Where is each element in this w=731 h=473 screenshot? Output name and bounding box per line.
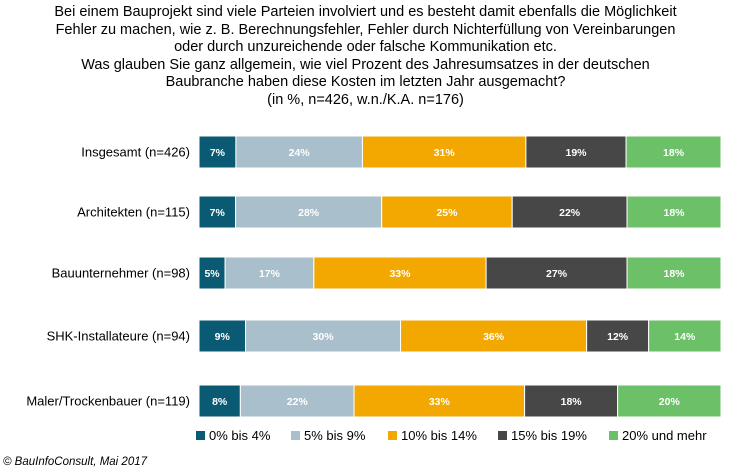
title-line: oder durch unzureichende oder falsche Ko…	[174, 39, 557, 56]
legend-swatch	[291, 431, 300, 440]
bar-segment	[511, 195, 628, 229]
bar-segment	[400, 319, 588, 353]
data-label: 22%	[287, 396, 309, 408]
category-label: Maler/Trockenbauer (n=119)	[26, 394, 190, 409]
bars-group: Insgesamt (n=426) 7% 24% 31% 19% 18% Architekt…	[26, 135, 722, 418]
legend-swatch	[609, 431, 618, 440]
data-label: 9%	[215, 331, 231, 343]
bar-segment	[525, 135, 627, 169]
bar-segment	[524, 384, 619, 418]
bar-segment	[586, 319, 650, 353]
data-label: 18%	[664, 207, 686, 219]
chart-title: Bei einem Bauprojekt sind viele Parteien…	[8, 4, 723, 110]
title-line: Bei einem Bauprojekt sind viele Parteien…	[54, 4, 677, 20]
bar-segment	[648, 319, 722, 353]
title-line: Fehler zu machen, wie z. B. Berechnungsf…	[55, 21, 676, 38]
data-label: 27%	[546, 268, 568, 280]
legend-label: 5% bis 9%	[304, 428, 366, 443]
bar-segment	[626, 256, 722, 290]
bar-segment	[198, 319, 247, 353]
data-label: 7%	[210, 207, 226, 219]
bar-segment	[198, 384, 241, 418]
data-label: 22%	[559, 207, 581, 219]
bar-segment	[625, 135, 722, 169]
bar-segment	[381, 195, 513, 229]
data-label: 33%	[429, 396, 451, 408]
legend-label: 0% bis 4%	[209, 428, 271, 443]
data-label: 28%	[298, 207, 320, 219]
data-label: 5%	[204, 268, 220, 280]
data-label: 18%	[664, 268, 686, 280]
bar-segment	[313, 256, 487, 290]
data-label: 25%	[436, 207, 458, 219]
data-label: 36%	[483, 331, 505, 343]
data-label: 19%	[565, 147, 587, 159]
source-note: © BauInfoConsult, Mai 2017	[3, 456, 148, 468]
data-label: 30%	[313, 331, 335, 343]
data-label: 17%	[259, 268, 281, 280]
data-label: 18%	[663, 147, 685, 159]
bar-segment	[626, 195, 722, 229]
legend-swatch	[498, 431, 507, 440]
bar-segment	[235, 135, 363, 169]
bar-segment	[224, 256, 315, 290]
bar-segment	[198, 256, 226, 290]
category-label: SHK-Installateure (n=94)	[47, 329, 190, 344]
legend-label: 10% bis 14%	[401, 428, 477, 443]
title-line: Baubranche haben diese Kosten im letzten…	[165, 74, 566, 91]
data-label: 8%	[212, 396, 228, 408]
data-label: 20%	[659, 396, 681, 408]
bar-segment	[245, 319, 402, 353]
data-label: 7%	[210, 147, 226, 159]
bar-segment	[617, 384, 722, 418]
data-label: 18%	[561, 396, 583, 408]
category-label: Insgesamt (n=426)	[81, 145, 190, 160]
legend-swatch	[388, 431, 397, 440]
title-line: Was glauben Sie ganz allgemein, wie viel…	[81, 56, 650, 73]
title-line: (in %, n=426, w.n./K.A. n=176)	[267, 91, 464, 108]
data-label: 12%	[607, 331, 629, 343]
bar-segment	[361, 135, 527, 169]
bar-segment	[235, 195, 383, 229]
legend-swatch	[196, 431, 205, 440]
bar-segment	[485, 256, 628, 290]
data-label: 14%	[674, 331, 696, 343]
category-label: Bauunternehmer (n=98)	[52, 266, 190, 281]
bar-segment	[198, 195, 237, 229]
category-label: Architekten (n=115)	[77, 205, 190, 220]
legend: 0% bis 4% 5% bis 9% 10% bis 14% 15% bis 19%…	[196, 428, 707, 443]
data-label: 24%	[289, 147, 311, 159]
data-label: 31%	[434, 147, 456, 159]
data-label: 33%	[389, 268, 411, 280]
legend-label: 20% und mehr	[622, 428, 707, 443]
legend-label: 15% bis 19%	[511, 428, 587, 443]
